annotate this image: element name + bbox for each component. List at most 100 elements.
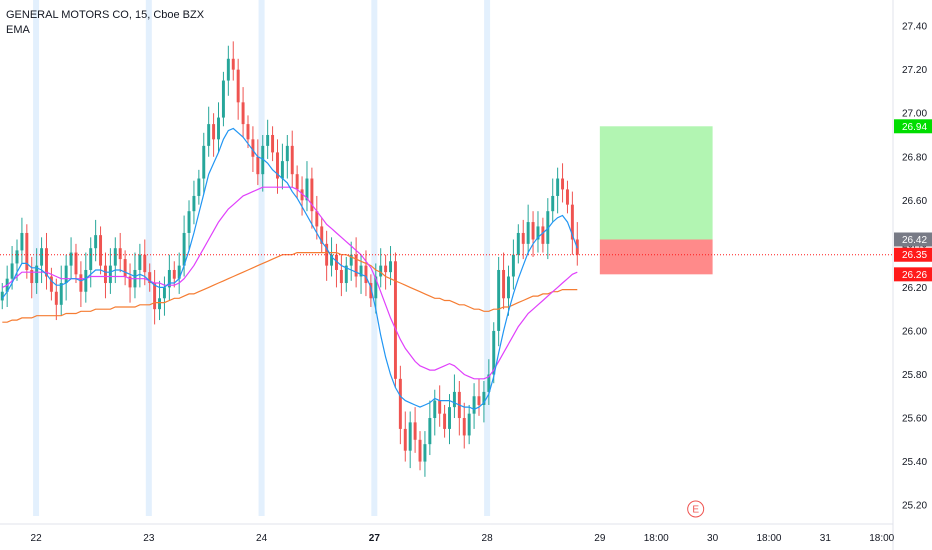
- candle-body: [103, 265, 107, 284]
- price-tick-label: 25.20: [902, 501, 927, 512]
- session-band: [371, 0, 378, 516]
- indicator-label[interactable]: EMA: [6, 24, 30, 36]
- session-band: [145, 0, 152, 516]
- candle-body: [276, 152, 279, 179]
- candle-body: [30, 269, 34, 284]
- candle-body: [246, 124, 250, 140]
- time-tick-label: 18:00: [644, 533, 669, 544]
- candle-body: [433, 400, 437, 419]
- candle-body: [320, 226, 324, 244]
- time-tick-label: 18:00: [756, 533, 781, 544]
- candle-body: [305, 178, 309, 201]
- candle-body: [49, 276, 53, 292]
- candle-body: [556, 178, 560, 196]
- candle-body: [162, 287, 166, 299]
- candle-body: [221, 80, 225, 118]
- candle-body: [502, 269, 506, 299]
- candle-body: [389, 261, 393, 273]
- candle-body: [128, 276, 132, 288]
- candle-body: [99, 235, 103, 266]
- candle-body: [261, 145, 265, 175]
- candle-body: [418, 439, 422, 462]
- candle-body: [330, 254, 334, 266]
- stop-zone: [599, 239, 713, 275]
- candle-body: [487, 374, 491, 392]
- candle-body: [40, 248, 44, 266]
- last-price-tag: 26.35: [894, 247, 932, 262]
- candle-body: [310, 178, 314, 212]
- price-tick-label: 25.60: [902, 414, 927, 425]
- price-tick-label: 26.80: [902, 152, 927, 163]
- candle-body: [15, 250, 19, 264]
- session-band: [484, 0, 491, 516]
- candle-body: [197, 178, 201, 196]
- candle-body: [138, 254, 142, 270]
- candle-body: [108, 265, 112, 284]
- candle-body: [452, 391, 456, 408]
- price-tick-label: 27.40: [902, 22, 927, 33]
- candle-body: [0, 291, 4, 301]
- session-band: [258, 0, 265, 516]
- time-tick-label: 29: [594, 533, 606, 544]
- candle-body: [217, 117, 220, 140]
- candle-body: [339, 269, 343, 284]
- candle-body: [182, 232, 186, 266]
- symbol-title[interactable]: GENERAL MOTORS CO, 15, Cboe BZX: [6, 9, 205, 21]
- candle-body: [300, 189, 304, 201]
- candle-body: [443, 413, 447, 429]
- candle-body: [334, 254, 338, 270]
- price-tick-label: 25.40: [902, 457, 927, 468]
- candle-body: [408, 422, 412, 451]
- candle-body: [25, 232, 29, 270]
- candle-body: [241, 102, 245, 125]
- candle-body: [295, 174, 299, 190]
- time-tick-label: 24: [256, 533, 268, 544]
- entry-price-tag-bg: [894, 232, 932, 247]
- price-tick-label: 26.00: [902, 326, 927, 337]
- candle-body: [492, 330, 496, 375]
- earnings-marker-label: E: [692, 505, 699, 516]
- candle-body: [177, 265, 181, 279]
- time-tick-label: 23: [143, 533, 155, 544]
- candle-body: [531, 222, 535, 240]
- price-tick-label: 25.80: [902, 370, 927, 381]
- candle-body: [113, 248, 117, 266]
- candle-body: [423, 444, 427, 462]
- candle-body: [477, 396, 481, 405]
- candle-body: [565, 189, 569, 205]
- candle-body: [398, 378, 402, 429]
- candle-body: [507, 276, 510, 299]
- candle-body: [570, 204, 574, 240]
- candle-body: [285, 145, 289, 162]
- candle-body: [462, 418, 466, 436]
- candle-body: [192, 195, 196, 212]
- candle-body: [541, 226, 545, 244]
- ema-slow-line: [2, 252, 578, 323]
- entry-price-tag: 26.42: [894, 232, 932, 247]
- candle-body: [536, 226, 540, 240]
- time-tick-label: 31: [820, 533, 832, 544]
- price-tick-label: 26.60: [902, 196, 927, 207]
- candle-body: [64, 265, 68, 284]
- price-tick-label: 26.20: [902, 283, 927, 294]
- candles-group: [0, 41, 579, 477]
- candle-body: [236, 69, 240, 103]
- chart-legend: GENERAL MOTORS CO, 15, Cboe BZX EMA: [6, 8, 204, 38]
- candle-body: [551, 195, 555, 212]
- candle-body: [482, 391, 486, 405]
- candle-body: [226, 58, 230, 81]
- session-band: [33, 0, 40, 516]
- candle-body: [374, 276, 378, 299]
- candle-body: [45, 248, 48, 277]
- candle-body: [472, 396, 476, 414]
- candle-body: [123, 259, 127, 277]
- candle-body: [511, 254, 515, 277]
- candle-body: [69, 252, 73, 266]
- time-tick-label: 18:00: [869, 533, 894, 544]
- candle-body: [349, 254, 353, 266]
- candle-body: [84, 269, 88, 292]
- candle-body: [497, 269, 501, 331]
- candle-body: [280, 161, 284, 179]
